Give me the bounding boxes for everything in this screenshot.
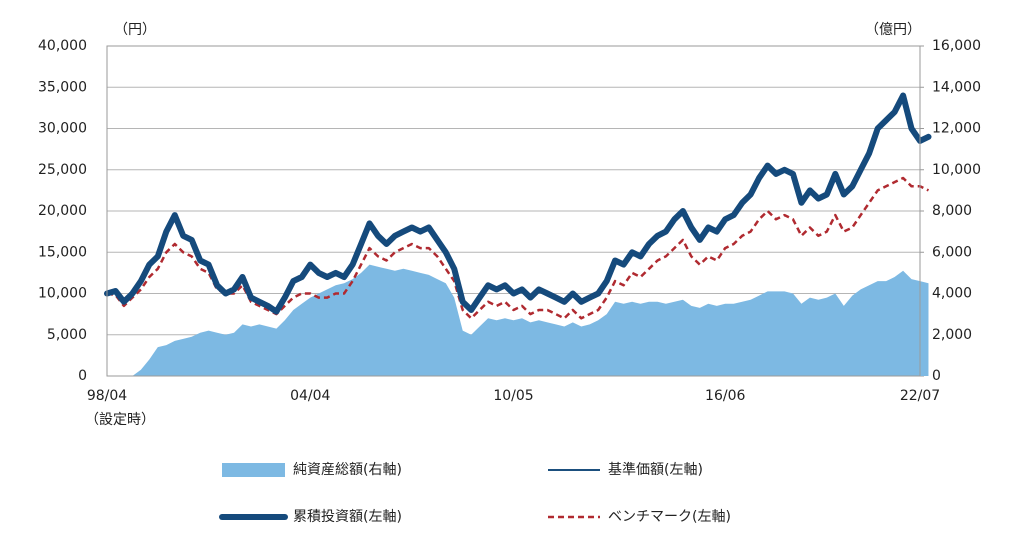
y-unit-label: （円） [114,22,156,38]
y2-tick-label: 2,000 [932,327,972,343]
y-tick-label: 15,000 [38,244,87,260]
x-tick-label: 10/05 [493,388,533,404]
y-tick-label: 0 [78,368,87,384]
legend-label: ベンチマーク(左軸) [608,509,731,525]
y2-tick-label: 6,000 [932,244,972,260]
legend-label: 累積投資額(左軸) [293,509,402,525]
y2-tick-label: 16,000 [932,38,981,54]
y2-tick-label: 10,000 [932,162,981,178]
plot-frame [106,45,921,377]
y-tick-label: 5,000 [47,327,87,343]
y-tick-label: 30,000 [38,121,87,137]
y2-unit-label: （億円） [865,22,921,38]
y-tick-label: 10,000 [38,286,87,302]
legend-swatch [222,463,285,477]
y-tick-label: 20,000 [38,203,87,219]
y-tick-label: 35,000 [38,79,87,95]
y2-tick-label: 8,000 [932,203,972,219]
x-tick-label: 16/06 [705,388,745,404]
x-tick-label: 22/07 [900,388,940,404]
line [104,92,932,315]
x-label-note: （設定時） [85,412,155,428]
y2-tick-label: 14,000 [932,79,981,95]
line [106,94,930,313]
legend-label: 基準価額(左軸) [608,461,703,478]
x-tick-label: 98/04 [87,388,127,404]
y-tick-label: 40,000 [38,38,87,54]
area [107,264,929,376]
y-tick-label: 25,000 [38,162,87,178]
x-tick-label: 04/04 [290,388,330,404]
y2-tick-label: 4,000 [932,286,972,302]
legend-label: 純資産総額(右軸) [293,462,402,478]
y2-tick-label: 0 [932,368,941,384]
y2-tick-label: 12,000 [932,121,981,137]
